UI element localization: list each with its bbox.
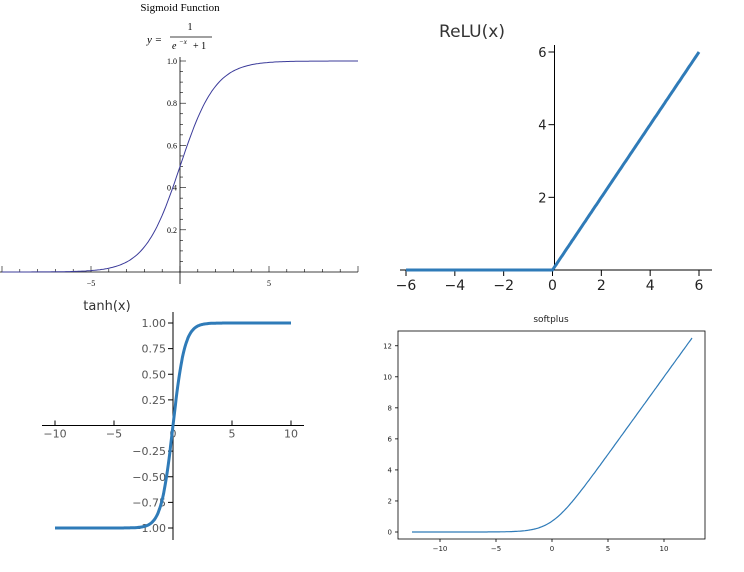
softplus-y-tick-label: 4 — [388, 466, 393, 474]
softplus-curve — [412, 337, 693, 533]
sigmoid-ticks: −5 5 0.2 0.4 0.6 0.8 1.0 — [1, 57, 359, 288]
sigmoid-y-tick-label: 0.4 — [167, 184, 177, 193]
softplus-y-tick-label: 0 — [388, 529, 392, 537]
relu-x-tick-label: 2 — [597, 278, 606, 294]
tanh-y-tick-label: 0.25 — [142, 394, 167, 407]
tanh-curve — [55, 321, 291, 530]
relu-x-tick-label: −6 — [396, 278, 417, 294]
tanh-chart: tanh(x) −10 −5 0 5 10−1.00−0.75−0.50−0.250.2… — [42, 299, 304, 540]
relu-y-tick-label: 4 — [538, 119, 546, 134]
relu-curve — [406, 51, 701, 272]
softplus-title: softplus — [533, 315, 569, 325]
softplus-x-tick-label: 10 — [660, 545, 669, 553]
tanh-y-tick-label: 0.50 — [142, 368, 167, 381]
relu-ticks: −6 −4 −2 0 2 4 6 2 4 6 — [396, 46, 704, 294]
relu-y-tick-label: 2 — [538, 191, 546, 206]
sigmoid-chart: Sigmoid Function y = 1 e −x + 1 −5 5 0.2 0.… — [0, 2, 359, 288]
relu-title: ReLU(x) — [439, 22, 505, 42]
tanh-y-tick-label: −0.75 — [132, 496, 166, 509]
softplus-y-tick-label: 12 — [383, 342, 392, 350]
relu-axes — [400, 45, 712, 271]
tanh-y-tick-label: 0.75 — [142, 343, 167, 356]
softplus-x-tick-label: 5 — [606, 545, 610, 553]
tanh-y-tick-label: 1.00 — [142, 317, 167, 330]
sigmoid-y-tick-label: 0.8 — [167, 99, 177, 108]
sigmoid-formula-lhs: y = — [146, 34, 162, 46]
softplus-x-tick-label: 0 — [550, 545, 554, 553]
tanh-y-tick-label: −0.25 — [132, 445, 166, 458]
tanh-x-tick-label: 5 — [229, 428, 236, 441]
sigmoid-x-tick-label: 5 — [267, 279, 271, 288]
sigmoid-formula-denominator-exp: −x — [179, 38, 188, 46]
softplus-chart: softplus −10 −5 0 5 10 0 2 4 6 8 10 12 — [383, 315, 706, 553]
softplus-x-tick-label: −5 — [491, 545, 501, 553]
relu-x-tick-label: −4 — [445, 278, 466, 294]
relu-y-tick-label: 6 — [538, 46, 546, 61]
softplus-y-tick-label: 2 — [388, 497, 392, 505]
sigmoid-formula: y = 1 e −x + 1 — [146, 22, 212, 52]
softplus-y-tick-label: 6 — [388, 435, 393, 443]
sigmoid-y-tick-label: 0.6 — [167, 141, 177, 150]
sigmoid-x-tick-label: −5 — [87, 279, 96, 288]
softplus-y-tick-label: 10 — [383, 373, 392, 381]
relu-x-tick-label: 0 — [548, 278, 557, 294]
tanh-x-tick-label: −10 — [43, 428, 66, 441]
tanh-y-tick-label: −1.00 — [132, 522, 166, 535]
tanh-x-tick-label: 10 — [284, 428, 298, 441]
softplus-y-tick-label: 8 — [388, 404, 392, 412]
sigmoid-formula-denominator-rest: + 1 — [193, 41, 206, 52]
relu-chart: ReLU(x) −6 −4 −2 0 2 4 6 2 4 6 — [396, 22, 712, 294]
tanh-y-tick-label: −0.50 — [132, 471, 166, 484]
tanh-title: tanh(x) — [83, 299, 130, 314]
tanh-x-tick-label: −5 — [106, 428, 122, 441]
sigmoid-title: Sigmoid Function — [140, 2, 220, 14]
relu-x-tick-label: 6 — [695, 278, 704, 294]
relu-x-tick-label: 4 — [646, 278, 655, 294]
softplus-ticks: −10 −5 0 5 10 0 2 4 6 8 10 12 — [383, 342, 668, 553]
softplus-x-tick-label: −10 — [433, 545, 448, 553]
sigmoid-curve — [2, 60, 358, 273]
sigmoid-y-tick-label: 0.2 — [167, 226, 177, 235]
sigmoid-y-tick-label: 1.0 — [167, 57, 177, 66]
tanh-ticks: −10 −5 0 5 10−1.00−0.75−0.50−0.250.250.500.7… — [43, 317, 298, 535]
sigmoid-formula-denominator-base: e — [172, 41, 177, 52]
sigmoid-formula-numerator: 1 — [188, 22, 193, 33]
softplus-frame — [397, 330, 706, 540]
relu-x-tick-label: −2 — [493, 278, 514, 294]
